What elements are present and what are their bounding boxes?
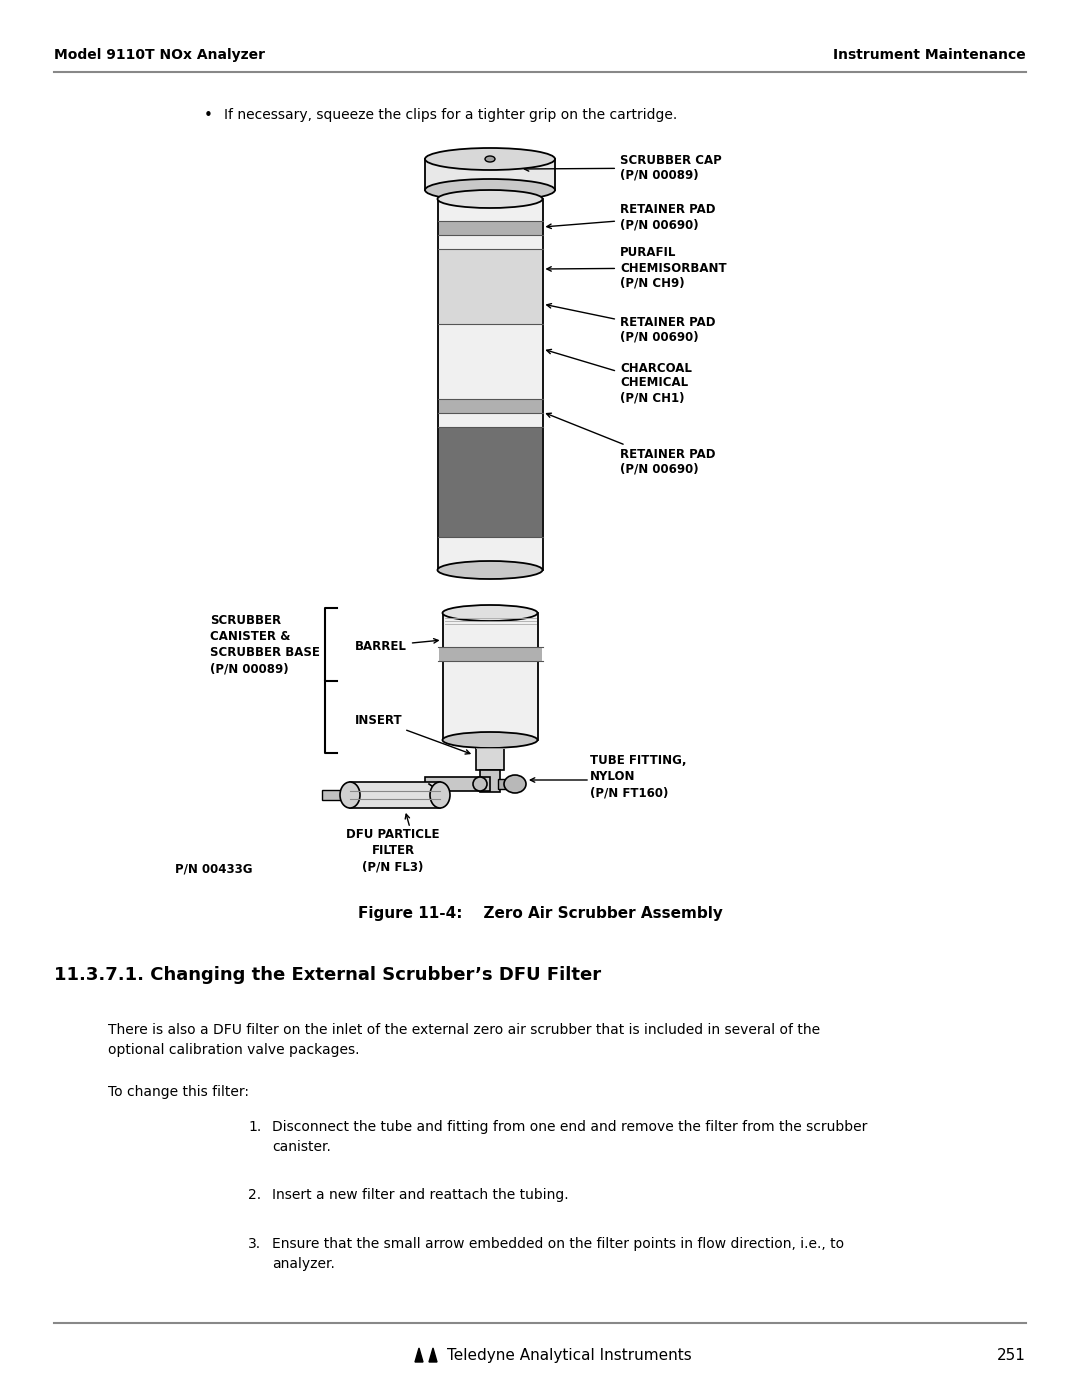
Text: To change this filter:: To change this filter: — [108, 1085, 249, 1099]
Bar — [426, 777, 490, 791]
Text: CHARCOAL
CHEMICAL
(P/N CH1): CHARCOAL CHEMICAL (P/N CH1) — [546, 349, 692, 405]
Text: 1.: 1. — [248, 1120, 261, 1134]
Text: RETAINER PAD
(P/N 00690): RETAINER PAD (P/N 00690) — [546, 414, 715, 476]
Bar — [437, 198, 542, 570]
Ellipse shape — [473, 777, 487, 791]
Text: Model 9110T NOx Analyzer: Model 9110T NOx Analyzer — [54, 47, 265, 61]
Text: Disconnect the tube and fitting from one end and remove the filter from the scru: Disconnect the tube and fitting from one… — [272, 1120, 867, 1134]
Bar — [438, 249, 541, 324]
Text: PURAFIL
CHEMISORBANT
(P/N CH9): PURAFIL CHEMISORBANT (P/N CH9) — [546, 246, 727, 289]
Text: P/N 00433G: P/N 00433G — [175, 862, 253, 875]
Text: BARREL: BARREL — [355, 638, 438, 652]
Text: 3.: 3. — [248, 1236, 261, 1250]
Text: There is also a DFU filter on the inlet of the external zero air scrubber that i: There is also a DFU filter on the inlet … — [108, 1023, 820, 1037]
Ellipse shape — [426, 148, 555, 170]
Text: INSERT: INSERT — [355, 714, 470, 754]
Ellipse shape — [443, 732, 538, 747]
Bar — [438, 427, 541, 536]
Text: 2.: 2. — [248, 1187, 261, 1201]
Text: RETAINER PAD
(P/N 00690): RETAINER PAD (P/N 00690) — [546, 303, 715, 344]
Text: Insert a new filter and reattach the tubing.: Insert a new filter and reattach the tub… — [272, 1187, 569, 1201]
Bar — [438, 400, 541, 414]
Text: SCRUBBER CAP
(P/N 00089): SCRUBBER CAP (P/N 00089) — [524, 154, 721, 182]
Text: analyzer.: analyzer. — [272, 1257, 335, 1271]
Ellipse shape — [437, 562, 542, 578]
Bar — [476, 740, 504, 770]
Text: If necessary, squeeze the clips for a tighter grip on the cartridge.: If necessary, squeeze the clips for a ti… — [224, 108, 677, 122]
Text: canister.: canister. — [272, 1140, 330, 1154]
Polygon shape — [429, 1348, 437, 1362]
Text: DFU PARTICLE
FILTER
(P/N FL3): DFU PARTICLE FILTER (P/N FL3) — [347, 828, 440, 873]
Text: 251: 251 — [997, 1348, 1026, 1363]
Bar — [438, 221, 541, 235]
Ellipse shape — [340, 782, 360, 807]
Polygon shape — [415, 1348, 423, 1362]
Text: optional calibration valve packages.: optional calibration valve packages. — [108, 1044, 360, 1058]
Ellipse shape — [485, 156, 495, 162]
Ellipse shape — [437, 190, 542, 208]
Text: 11.3.7.1. Changing the External Scrubber’s DFU Filter: 11.3.7.1. Changing the External Scrubber… — [54, 965, 602, 983]
Text: RETAINER PAD
(P/N 00690): RETAINER PAD (P/N 00690) — [546, 203, 715, 231]
Text: Figure 11-4:    Zero Air Scrubber Assembly: Figure 11-4: Zero Air Scrubber Assembly — [357, 907, 723, 921]
Bar — [443, 613, 538, 740]
Bar — [480, 770, 500, 792]
Text: TUBE FITTING,
NYLON
(P/N FT160): TUBE FITTING, NYLON (P/N FT160) — [590, 754, 687, 799]
Ellipse shape — [426, 179, 555, 201]
Bar — [438, 647, 541, 661]
Bar — [498, 780, 516, 789]
Text: SCRUBBER
CANISTER &
SCRUBBER BASE
(P/N 00089): SCRUBBER CANISTER & SCRUBBER BASE (P/N 0… — [210, 615, 320, 676]
Text: •: • — [204, 108, 213, 123]
Text: Instrument Maintenance: Instrument Maintenance — [834, 47, 1026, 61]
Bar — [350, 782, 440, 807]
Bar — [426, 159, 555, 190]
Bar — [322, 789, 345, 800]
Ellipse shape — [430, 782, 450, 807]
Ellipse shape — [504, 775, 526, 793]
Text: Teledyne Analytical Instruments: Teledyne Analytical Instruments — [447, 1348, 692, 1363]
Ellipse shape — [443, 605, 538, 622]
Text: Ensure that the small arrow embedded on the filter points in flow direction, i.e: Ensure that the small arrow embedded on … — [272, 1236, 845, 1250]
